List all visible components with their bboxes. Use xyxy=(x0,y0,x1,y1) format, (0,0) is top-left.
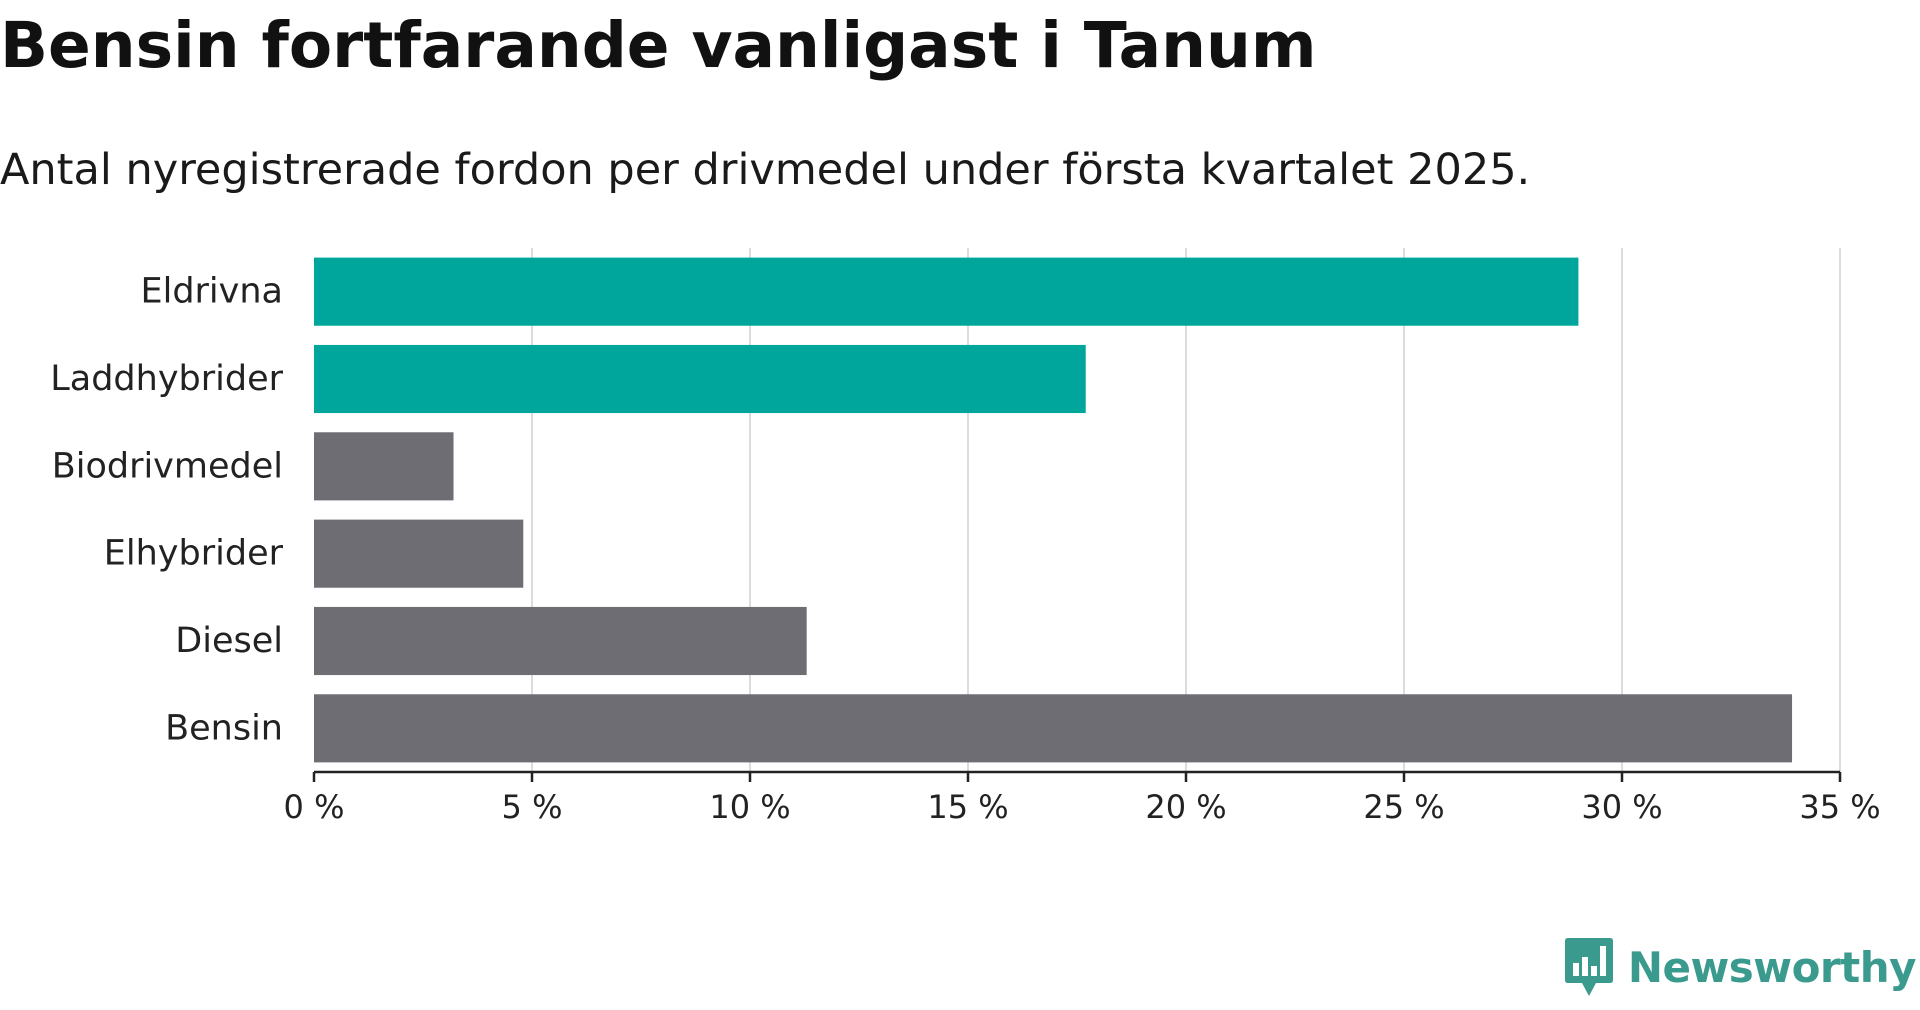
category-labels: Eldrivna Laddhybrider Biodrivmedel Elhybrid… xyxy=(50,272,283,749)
category-label: Eldrivna xyxy=(140,272,283,312)
category-label: Diesel xyxy=(175,621,283,661)
bar-eldrivna xyxy=(314,257,1579,326)
x-tick-label: 10 % xyxy=(709,788,790,826)
x-tick-label: 35 % xyxy=(1799,788,1880,826)
x-tick-label: 30 % xyxy=(1581,788,1662,826)
category-label: Biodrivmedel xyxy=(52,446,283,486)
bar-chart: 0 % 5 % 10 % 15 % 20 % 25 % 30 % 35 % Eldrivna L… xyxy=(50,248,1881,826)
x-axis: 0 % 5 % 10 % 15 % 20 % 25 % 30 % 35 % xyxy=(284,770,1881,826)
grid-lines xyxy=(531,248,1841,772)
bar-elhybrider xyxy=(314,519,524,588)
category-label: Elhybrider xyxy=(104,534,284,574)
x-tick-label: 0 % xyxy=(284,788,345,826)
chart-title: Bensin fortfarande vanligast i Tanum xyxy=(0,9,1317,82)
newsworthy-logo: Newsworthy xyxy=(1564,932,1917,1002)
bar-laddhybrider xyxy=(314,344,1086,414)
category-label: Laddhybrider xyxy=(50,359,283,399)
bars xyxy=(314,257,1793,763)
brand-name: Newsworthy xyxy=(1627,942,1917,992)
bar-biodrivmedel xyxy=(314,432,454,501)
chart-subtitle: Antal nyregistrerade fordon per drivmede… xyxy=(0,145,1531,195)
brand-icon xyxy=(1564,938,1613,996)
x-tick-label: 5 % xyxy=(502,788,563,826)
bar-diesel xyxy=(314,606,807,676)
x-tick-label: 15 % xyxy=(927,788,1008,826)
bar-bensin xyxy=(314,694,1793,763)
x-tick-label: 25 % xyxy=(1363,788,1444,826)
x-tick-label: 20 % xyxy=(1145,788,1226,826)
category-label: Bensin xyxy=(165,708,283,748)
